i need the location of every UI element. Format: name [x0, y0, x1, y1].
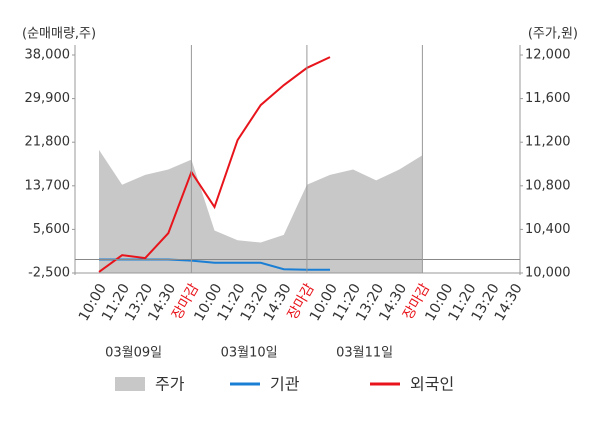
y-tick-label: 13,700 [25, 178, 71, 193]
date-label: 03월09일 [105, 346, 162, 361]
legend-label: 주가 [155, 375, 185, 394]
y2-tick-label: 10,400 [525, 222, 571, 237]
date-label: 03월11일 [336, 346, 393, 361]
y2-tick-label: 10,800 [525, 178, 571, 193]
legend-swatch [115, 377, 145, 391]
y2-tick-label: 11,600 [525, 91, 571, 106]
price-area [99, 149, 423, 273]
date-label: 03월10일 [221, 346, 278, 361]
y-axis-label: (순매매량,주) [22, 27, 96, 42]
y-tick-label: 21,800 [25, 135, 71, 150]
y-tick-label: -2,500 [28, 266, 70, 281]
y-tick-label: 38,000 [25, 48, 71, 63]
y2-axis-label: (주가,원) [528, 27, 578, 42]
y-tick-label: 5,600 [33, 222, 70, 237]
legend-label: 기관 [270, 375, 300, 394]
legend-label: 외국인 [410, 375, 454, 394]
y2-tick-label: 11,200 [525, 135, 571, 150]
y2-tick-label: 12,000 [525, 48, 571, 63]
y2-tick-label: 10,000 [525, 266, 571, 281]
series-line [98, 56, 331, 273]
y-tick-label: 29,900 [25, 91, 71, 106]
